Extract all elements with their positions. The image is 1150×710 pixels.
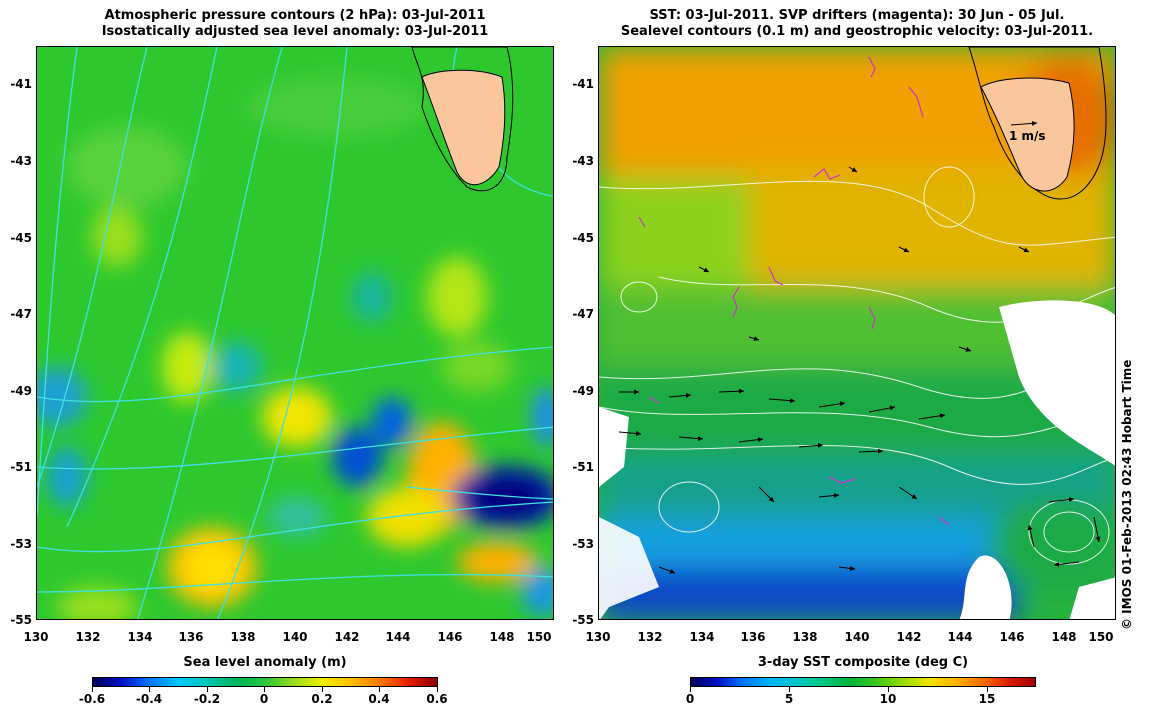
sst-colorbar [690,677,1036,687]
sst-map: 1 m/s [598,46,1116,620]
x-tick-label: 146 [437,630,463,644]
y-tick-label: -49 [10,384,32,398]
y-tick-label: -51 [10,460,32,474]
sla-colorbar-tick-label: 0.4 [368,692,390,706]
sst-colorbar-tick-label: 5 [784,692,794,706]
colorbar-tick [92,687,93,692]
colorbar-tick [149,687,150,692]
y-tick-label: -41 [572,77,594,91]
x-tick-label: 150 [1088,630,1114,644]
y-tick-label: -43 [10,154,32,168]
copyright-note: © IMOS 01-Feb-2013 02:43 Hobart Time [1120,359,1134,630]
x-tick-label: 144 [385,630,411,644]
sla-colorbar-tick-label: 0.2 [311,692,333,706]
scale-arrow-label: 1 m/s [1009,129,1046,143]
colorbar-tick [690,687,691,692]
sla-colorbar-tick-label: -0.6 [78,692,106,706]
y-tick-label: -49 [572,384,594,398]
y-tick-label: -45 [10,231,32,245]
x-tick-label: 142 [334,630,360,644]
y-tick-label: -55 [572,613,594,627]
right-title-line2: Sealevel contours (0.1 m) and geostrophi… [620,24,1094,39]
left-title-line1: Atmospheric pressure contours (2 hPa): 0… [104,8,486,23]
sst-colorbar-tick-label: 0 [685,692,695,706]
x-tick-label: 140 [282,630,308,644]
x-tick-label: 130 [23,630,49,644]
x-tick-label: 150 [526,630,552,644]
sla-colorbar-tick-label: 0 [259,692,269,706]
colorbar-tick [322,687,323,692]
x-tick-label: 134 [127,630,153,644]
right-title-line1: SST: 03-Jul-2011. SVP drifters (magenta)… [649,8,1065,23]
left-map-title: Atmospheric pressure contours (2 hPa): 0… [36,8,554,40]
colorbar-tick [987,687,988,692]
sla-colorbar-tick-label: 0.6 [426,692,448,706]
y-tick-label: -53 [10,537,32,551]
y-tick-label: -41 [10,77,32,91]
y-tick-label: -55 [10,613,32,627]
x-tick-label: 132 [75,630,101,644]
x-tick-label: 132 [637,630,663,644]
sla-colorbar-title: Sea level anomaly (m) [183,655,347,670]
x-tick-label: 144 [947,630,973,644]
x-tick-label: 142 [896,630,922,644]
x-tick-label: 136 [178,630,204,644]
colorbar-tick [789,687,790,692]
x-tick-label: 130 [585,630,611,644]
y-tick-label: -51 [572,460,594,474]
colorbar-tick [379,687,380,692]
x-tick-label: 146 [999,630,1025,644]
y-tick-label: -53 [572,537,594,551]
y-tick-label: -43 [572,154,594,168]
x-tick-label: 136 [740,630,766,644]
left-title-line2: Isostatically adjusted sea level anomaly… [101,24,489,39]
x-tick-label: 138 [792,630,818,644]
sla-colorbar-tick-label: -0.2 [193,692,221,706]
y-tick-label: -47 [10,307,32,321]
x-tick-label: 148 [489,630,515,644]
sst-colorbar-tick-label: 10 [879,692,897,706]
x-tick-label: 134 [689,630,715,644]
colorbar-tick [264,687,265,692]
y-tick-label: -47 [572,307,594,321]
sst-colorbar-tick-label: 15 [978,692,996,706]
right-map-title: SST: 03-Jul-2011. SVP drifters (magenta)… [598,8,1116,40]
sst-colorbar-title: 3-day SST composite (deg C) [757,655,969,670]
x-tick-label: 140 [844,630,870,644]
sea-level-anomaly-map [36,46,554,620]
y-tick-label: -45 [572,231,594,245]
colorbar-tick [437,687,438,692]
x-tick-label: 148 [1051,630,1077,644]
colorbar-tick [888,687,889,692]
colorbar-tick [207,687,208,692]
x-tick-label: 138 [230,630,256,644]
sla-colorbar [92,677,438,687]
sla-colorbar-tick-label: -0.4 [135,692,163,706]
